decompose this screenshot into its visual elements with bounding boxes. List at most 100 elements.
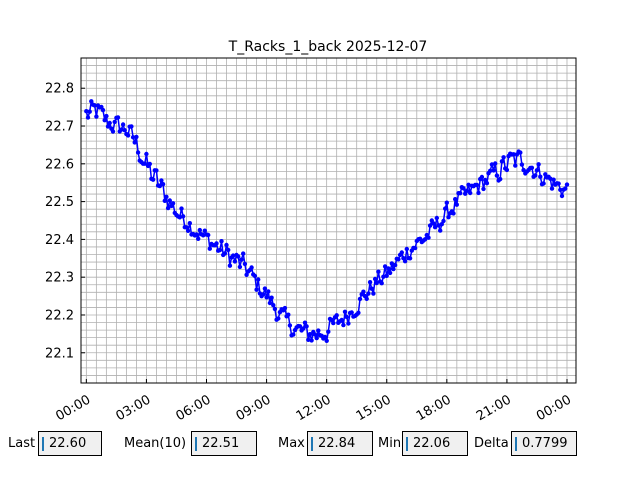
data-point [87,109,92,114]
data-point [316,328,321,333]
data-point [314,335,319,341]
data-point [396,257,401,262]
data-point [92,103,97,108]
data-point [392,262,398,268]
data-point [272,306,278,312]
data-point [135,150,141,155]
data-point [444,200,449,205]
y-tick-label: 22.5 [45,195,74,210]
data-point [391,266,396,272]
data-point [177,215,182,220]
data-point [157,183,162,189]
data-point [431,221,436,226]
data-point [232,259,238,264]
data-point [196,236,201,241]
line-chart: T_Racks_1_back 2025-12-07 22.122.222.322… [45,39,577,425]
data-point [242,261,248,267]
data-point [399,250,404,255]
data-point [266,289,271,294]
plot-frame [80,57,577,384]
data-point [134,134,139,140]
data-point [533,173,538,178]
data-point [217,247,223,253]
data-point [85,115,91,120]
stat-field-min[interactable]: 22.06 [402,431,468,456]
data-point [536,162,541,167]
data-point [180,214,186,219]
data-point [224,242,229,248]
data-point [184,225,189,230]
data-point [110,129,116,134]
y-tick-label: 22.6 [45,157,74,172]
data-point [115,115,121,120]
data-point [271,303,276,308]
data-point [498,176,503,182]
data-point [227,263,233,268]
data-point [488,168,493,173]
y-tick-label: 22.7 [45,120,74,135]
data-point [165,205,171,211]
data-point [493,161,498,166]
data-point [484,181,490,186]
data-point [364,296,369,301]
data-point [356,310,361,315]
data-point [334,313,339,318]
stat-field-delta[interactable]: 0.7799 [511,431,577,456]
data-point [237,264,243,270]
data-point [438,228,443,233]
stat-field-max[interactable]: 22.84 [307,431,373,456]
data-point [551,177,556,182]
data-point [357,296,363,302]
data-point [179,206,184,211]
data-point [207,246,212,251]
data-point [479,174,485,180]
data-point [256,277,261,282]
data-point [379,281,384,286]
data-point [100,107,106,113]
data-point [366,291,371,296]
data-point [302,320,308,325]
data-point [454,202,459,207]
data-point [458,191,463,196]
data-point [559,193,565,199]
data-point [501,155,506,160]
data-point [427,223,433,228]
data-point [306,337,311,342]
data-point [389,261,394,266]
stat-label-delta: Delta [474,436,509,451]
data-point [129,124,134,129]
y-tick-label: 22.3 [45,271,74,286]
data-point [422,237,428,242]
data-point [252,273,258,279]
data-point [518,150,523,155]
data-point [361,289,366,294]
data-point [466,182,471,187]
stat-label-min: Min [378,436,402,451]
data-point [499,159,505,164]
data-point [564,182,570,187]
data-point [369,286,374,291]
stat-field-mean[interactable]: 22.51 [191,431,257,456]
data-point [339,317,344,323]
data-point [476,190,481,196]
data-point [276,316,281,321]
data-point [344,314,349,320]
data-point [529,165,535,170]
data-point [159,178,164,183]
data-point [254,287,259,292]
data-point [371,291,376,296]
data-point [226,247,231,253]
data-point [291,332,296,337]
stat-cursor [311,437,313,451]
data-point [451,211,456,216]
data-point [84,109,89,114]
data-point [154,168,159,173]
data-point [367,280,373,285]
data-point [222,251,228,256]
data-point [125,133,131,138]
stat-field-last[interactable]: 22.60 [38,431,102,456]
data-point [434,215,439,221]
stat-cursor [406,437,408,451]
data-point [122,128,127,133]
data-point [341,322,346,328]
